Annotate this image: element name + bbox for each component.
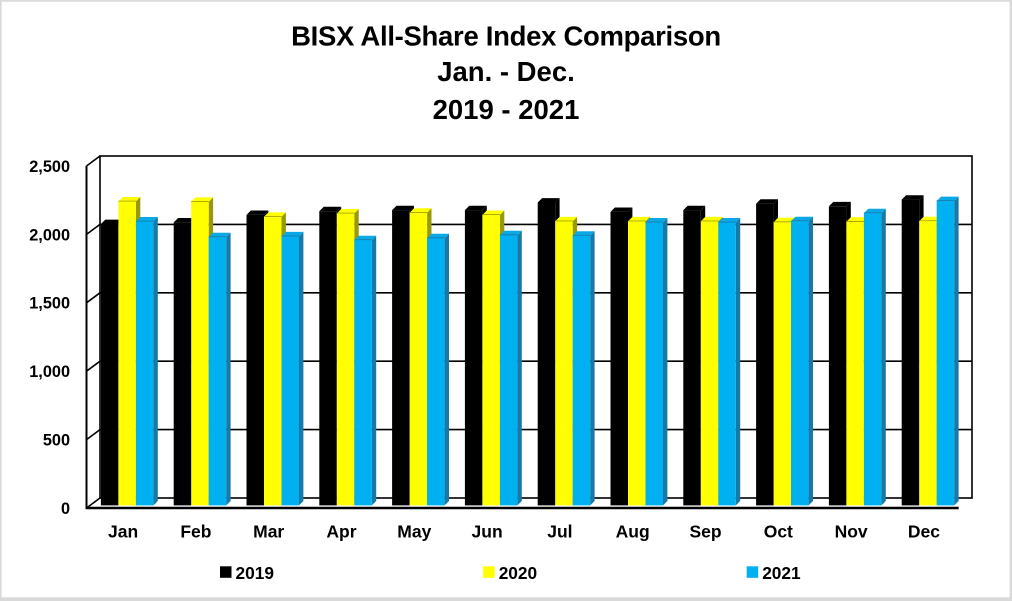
svg-text:Jan. - Dec.: Jan. - Dec. <box>437 56 575 87</box>
svg-text:BISX All-Share Index Compariso: BISX All-Share Index Comparison <box>291 20 721 51</box>
svg-text:May: May <box>397 522 431 542</box>
svg-text:2019: 2019 <box>236 563 274 583</box>
svg-text:Dec: Dec <box>908 522 940 542</box>
svg-text:2019 - 2021: 2019 - 2021 <box>433 94 580 125</box>
svg-text:0: 0 <box>61 500 70 518</box>
svg-text:2021: 2021 <box>762 563 801 583</box>
svg-text:2,000: 2,000 <box>29 226 70 244</box>
svg-text:Aug: Aug <box>616 522 650 542</box>
svg-text:Nov: Nov <box>835 522 868 542</box>
svg-text:Jul: Jul <box>547 522 572 542</box>
svg-text:Feb: Feb <box>180 522 211 542</box>
svg-text:1,500: 1,500 <box>29 295 70 313</box>
svg-text:Oct: Oct <box>764 522 793 542</box>
svg-text:Mar: Mar <box>253 522 284 542</box>
svg-text:2020: 2020 <box>499 563 537 583</box>
svg-text:2,500: 2,500 <box>29 158 70 176</box>
svg-text:Apr: Apr <box>326 522 356 542</box>
svg-text:Jun: Jun <box>472 522 503 542</box>
svg-text:1,000: 1,000 <box>29 363 70 381</box>
svg-text:500: 500 <box>43 432 70 450</box>
svg-text:Jan: Jan <box>108 522 138 542</box>
svg-text:Sep: Sep <box>689 522 721 542</box>
